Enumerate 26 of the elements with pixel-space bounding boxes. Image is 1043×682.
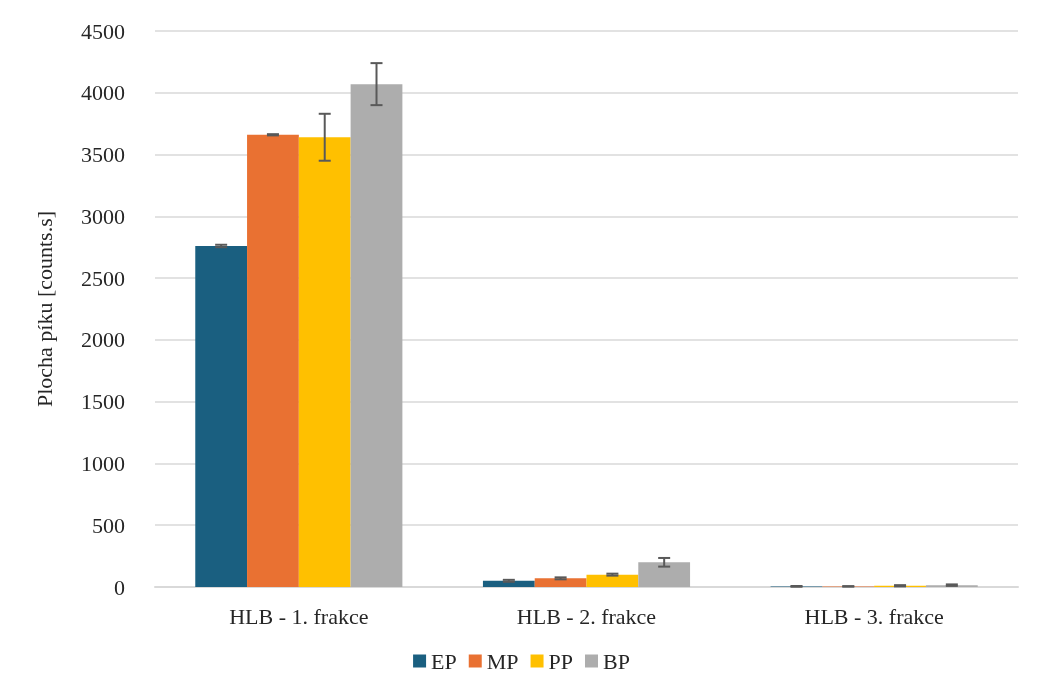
legend-label: MP — [486, 648, 519, 674]
bar — [586, 574, 639, 587]
y-tick-label: 4500 — [81, 18, 125, 44]
y-axis-title: Plocha píku [counts.s] — [31, 210, 57, 408]
y-tick-label: 500 — [92, 512, 125, 538]
x-tick-label: HLB - 2. frakce — [516, 603, 657, 629]
y-tick-label: 3000 — [81, 203, 125, 229]
y-tick-label: 2500 — [81, 265, 125, 291]
y-tick-label: 3500 — [81, 142, 125, 168]
bar — [195, 245, 248, 587]
legend-label: PP — [548, 648, 574, 674]
legend-label: EP — [431, 648, 457, 674]
y-tick-label: 2000 — [81, 327, 125, 353]
y-tick-label: 0 — [114, 574, 125, 600]
y-tick-label: 1000 — [81, 450, 125, 476]
x-tick-label: HLB - 1. frakce — [229, 603, 369, 629]
bar — [482, 580, 535, 587]
bar — [534, 578, 587, 587]
legend-label: BP — [603, 648, 630, 674]
y-tick-label: 1500 — [81, 389, 125, 415]
bar — [247, 134, 299, 587]
x-tick-label: HLB - 3. frakce — [804, 603, 944, 629]
bar — [350, 84, 403, 587]
bar — [298, 137, 351, 587]
bar — [638, 562, 691, 587]
y-tick-label: 4000 — [81, 80, 125, 106]
